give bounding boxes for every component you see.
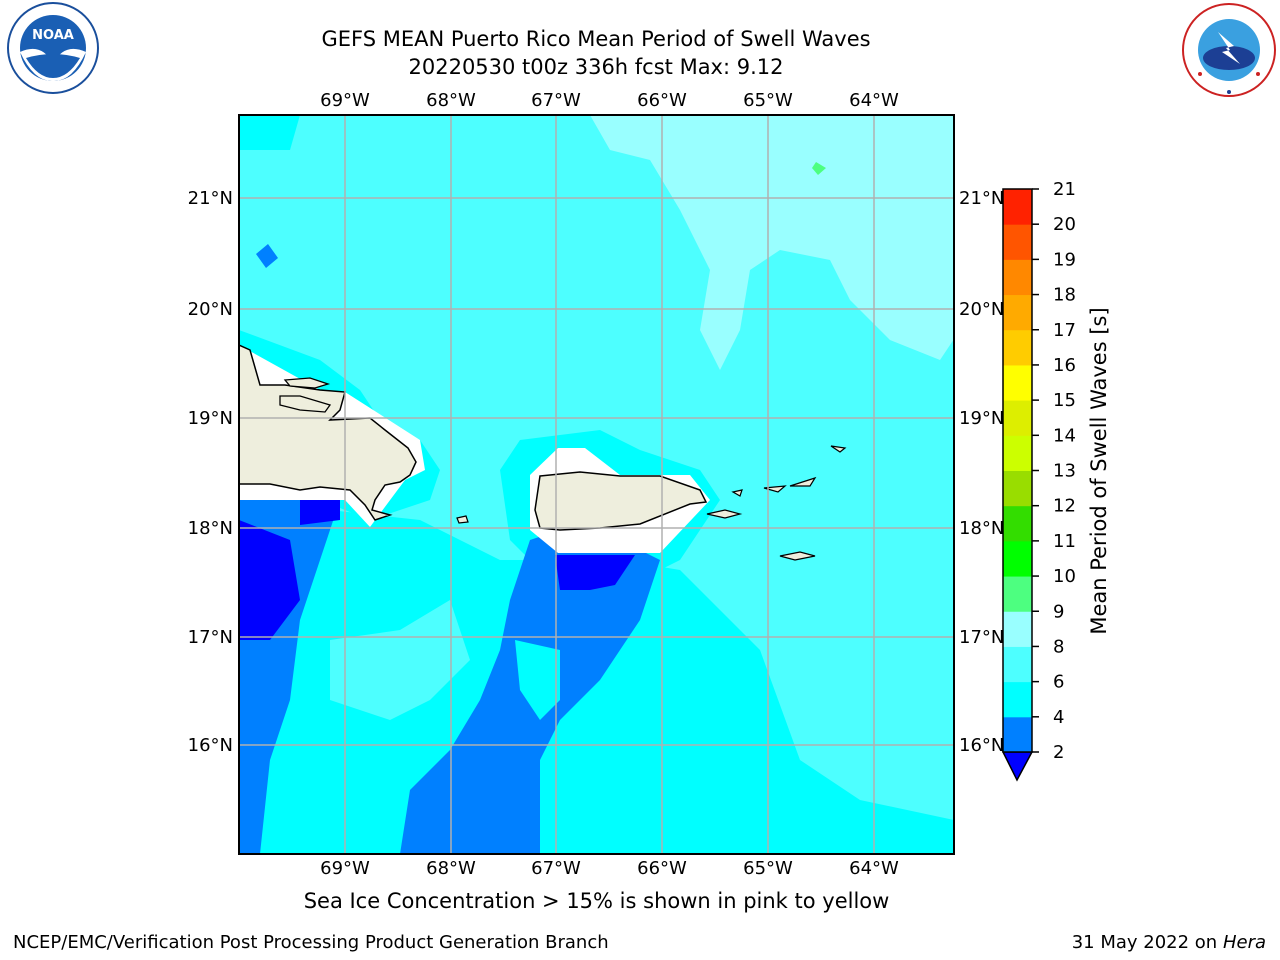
lat-label: 21°N	[188, 188, 233, 209]
colorbar-tick-label: 13	[1053, 461, 1076, 482]
colorbar-swatch	[1003, 329, 1032, 366]
colorbar-tick-label: 11	[1053, 531, 1076, 552]
tortola-island	[789, 476, 817, 487]
colorbar-swatch	[1003, 611, 1032, 647]
colorbar-swatch	[1003, 505, 1032, 542]
noaa-logo-text: NOAA	[32, 28, 74, 43]
colorbar-tick-label: 15	[1053, 390, 1076, 411]
culebra-island	[731, 489, 743, 497]
colorbar-tick-label: 9	[1053, 601, 1064, 622]
colorbar-tick-label: 17	[1053, 320, 1076, 341]
lon-label: 65°W	[743, 90, 793, 111]
lat-label: 21°N	[959, 188, 1004, 209]
colorbar-tick-label: 12	[1053, 496, 1076, 517]
lon-label: 66°W	[637, 858, 687, 879]
hispaniola-land	[239, 344, 417, 521]
lon-label: 66°W	[637, 90, 687, 111]
colorbar-tick-label: 16	[1053, 355, 1076, 376]
colorbar-tick-label: 21	[1053, 179, 1076, 200]
lon-label: 64°W	[849, 90, 899, 111]
colorbar-swatch	[1003, 681, 1032, 718]
lat-labels-right: 21°N 20°N 19°N 18°N 17°N 16°N	[959, 188, 1004, 756]
lon-label: 65°W	[743, 858, 793, 879]
lon-label: 69°W	[320, 858, 370, 879]
lat-label: 17°N	[188, 627, 233, 648]
footer-machine: Hera	[1222, 932, 1266, 953]
st-thomas-island	[763, 485, 787, 493]
colorbar-swatch	[1003, 364, 1032, 401]
title-line-1: GEFS MEAN Puerto Rico Mean Period of Swe…	[321, 27, 871, 51]
colorbar-swatch	[1003, 470, 1032, 507]
colorbar-swatch	[1003, 576, 1032, 612]
colorbar-under-triangle	[1001, 751, 1034, 782]
lon-labels-bottom: 69°W 68°W 67°W 66°W 65°W 64°W	[320, 858, 899, 879]
footer-date-text: 31 May 2022 on	[1071, 932, 1218, 953]
lat-label: 20°N	[959, 299, 1004, 320]
colorbar: 2 4 6 8 9 10 11 12 13 14 15 16 17 18 19 20 21 Mean Perio…	[1001, 179, 1111, 782]
field-patch-9-10-north	[812, 162, 826, 175]
colorbar-swatches	[1003, 189, 1032, 753]
field-patch-2-4-west2	[300, 500, 340, 525]
colorbar-tick-label: 4	[1053, 707, 1064, 728]
colorbar-swatch	[1003, 540, 1032, 577]
footer-date: 31 May 2022 on Hera	[1072, 932, 1266, 953]
colorbar-swatch	[1003, 646, 1032, 683]
colorbar-tick-label: 8	[1053, 636, 1064, 657]
colorbar-label: Mean Period of Swell Waves [s]	[1087, 307, 1111, 634]
lat-labels-left: 21°N 20°N 19°N 18°N 17°N 16°N	[188, 188, 233, 756]
title-line-2: 20220530 t00z 336h fcst Max: 9.12	[408, 55, 784, 79]
field-patch-2-4-pr	[555, 555, 635, 590]
lat-label: 18°N	[188, 518, 233, 539]
footer-branch: NCEP/EMC/Verification Post Processing Pr…	[13, 932, 609, 953]
lon-labels-top: 69°W 68°W 67°W 66°W 65°W 64°W	[320, 90, 899, 111]
colorbar-tick-label: 18	[1053, 285, 1076, 306]
lon-label: 68°W	[426, 858, 476, 879]
lat-label: 16°N	[188, 735, 233, 756]
colorbar-ticks: 2 4 6 8 9 10 11 12 13 14 15 16 17 18 19 20 21	[1032, 179, 1076, 763]
anegada-island	[830, 445, 847, 453]
colorbar-tick-label: 2	[1053, 742, 1064, 763]
lat-label: 19°N	[188, 408, 233, 429]
sea-ice-note: Sea Ice Concentration > 15% is shown in …	[303, 889, 890, 913]
lon-label: 69°W	[320, 90, 370, 111]
colorbar-swatch	[1003, 224, 1032, 260]
lon-label: 68°W	[426, 90, 476, 111]
map-field	[239, 115, 954, 854]
colorbar-swatch	[1003, 294, 1032, 331]
st-croix-island	[779, 551, 816, 561]
cay-land	[283, 377, 331, 389]
lat-label: 19°N	[959, 408, 1004, 429]
colorbar-tick-label: 19	[1053, 249, 1076, 270]
field-patch-9-10	[590, 115, 954, 370]
map-gridlines	[239, 115, 954, 854]
noaa-logo: NOAA	[7, 2, 99, 94]
colorbar-swatch	[1003, 400, 1032, 436]
field-patch-2-4-west	[239, 520, 300, 640]
map-frame	[238, 114, 955, 855]
colorbar-swatch	[1003, 435, 1032, 471]
mona-island	[456, 515, 469, 524]
lat-label: 16°N	[959, 735, 1004, 756]
colorbar-tick-label: 20	[1053, 214, 1076, 235]
lon-label: 67°W	[531, 90, 581, 111]
tortuga-land	[279, 395, 332, 413]
field-patch-6-8	[240, 115, 300, 150]
field-patch-4-6-north	[256, 244, 278, 268]
lat-label: 20°N	[188, 299, 233, 320]
vieques-island	[706, 509, 743, 519]
colorbar-swatch	[1003, 259, 1032, 296]
colorbar-swatch	[1003, 716, 1032, 753]
colorbar-tick-label: 10	[1053, 566, 1076, 587]
nws-logo	[1182, 3, 1276, 97]
field-patch-6-8-tongue	[515, 640, 560, 720]
lat-label: 18°N	[959, 518, 1004, 539]
lon-label: 67°W	[531, 858, 581, 879]
colorbar-tick-label: 6	[1053, 672, 1064, 693]
colorbar-swatch	[1003, 189, 1032, 225]
lat-label: 17°N	[959, 627, 1004, 648]
lon-label: 64°W	[849, 858, 899, 879]
colorbar-tick-label: 14	[1053, 425, 1076, 446]
field-patch-8-9-south	[330, 600, 470, 720]
